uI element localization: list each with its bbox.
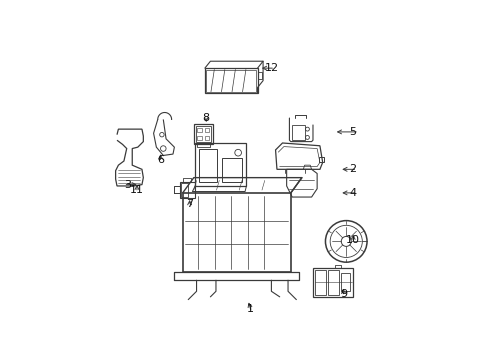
Bar xyxy=(197,136,201,140)
Text: 1: 1 xyxy=(246,304,254,314)
Bar xyxy=(196,126,210,142)
Bar xyxy=(221,158,242,182)
Bar xyxy=(181,183,188,197)
Bar xyxy=(183,193,290,272)
Bar xyxy=(318,157,323,162)
Bar xyxy=(206,69,256,92)
Text: 7: 7 xyxy=(186,199,193,209)
Bar xyxy=(315,270,325,294)
Bar xyxy=(292,125,304,140)
Bar xyxy=(327,270,338,294)
Bar xyxy=(204,136,209,140)
Bar xyxy=(312,268,352,297)
Text: 6: 6 xyxy=(157,155,163,165)
Bar xyxy=(193,123,213,144)
Text: 9: 9 xyxy=(339,289,346,299)
Bar xyxy=(195,143,246,186)
Text: 3: 3 xyxy=(123,180,130,190)
Bar xyxy=(197,128,201,132)
Text: 8: 8 xyxy=(203,113,209,123)
Text: 2: 2 xyxy=(349,164,356,174)
Bar xyxy=(204,68,257,93)
Text: 12: 12 xyxy=(264,63,278,73)
Text: 4: 4 xyxy=(349,188,356,198)
Text: 11: 11 xyxy=(130,185,143,195)
Bar xyxy=(180,182,195,198)
Bar xyxy=(340,273,350,291)
Text: 5: 5 xyxy=(349,127,356,137)
Bar xyxy=(204,128,209,132)
Bar xyxy=(199,149,217,182)
Text: 10: 10 xyxy=(346,235,360,245)
